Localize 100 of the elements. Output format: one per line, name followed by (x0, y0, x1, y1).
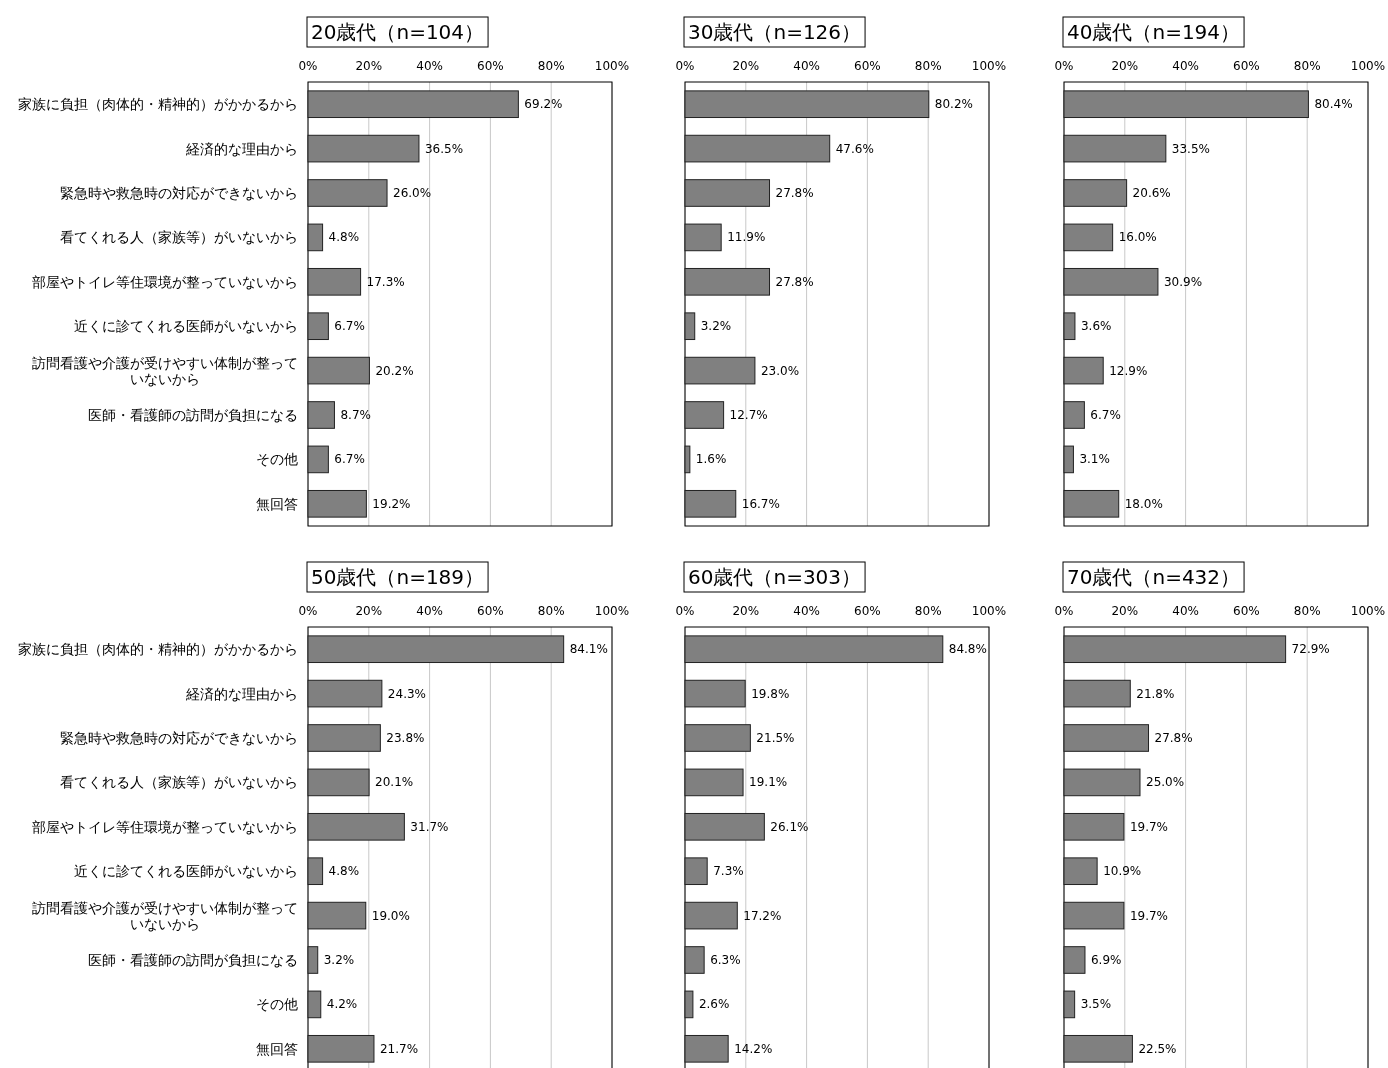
x-tick-label: 20% (1111, 59, 1139, 73)
y-tick-label: 家族に負担（肉体的・精神的）がかかるから (18, 96, 298, 113)
data-label: 21.7% (379, 1041, 419, 1056)
data-label: 69.2% (524, 97, 563, 112)
data-label: 3.6% (1080, 319, 1112, 334)
x-tick-label: 40% (1172, 604, 1199, 618)
y-tick-label: 無回答 (256, 495, 298, 512)
y-tick-label: 近くに診てくれる医師がいないから (74, 318, 298, 335)
data-label: 7.3% (713, 864, 744, 879)
data-label: 31.7% (410, 819, 449, 834)
data-label: 16.7% (741, 496, 780, 511)
x-tick-label: 0% (675, 604, 695, 618)
data-label: 4.8% (328, 230, 360, 245)
data-label: 27.8% (1154, 731, 1193, 745)
y-tick-label: 看てくれる人（家族等）がいないから (60, 229, 298, 246)
data-label: 2.6% (698, 997, 730, 1012)
data-label: 3.2% (700, 319, 732, 334)
x-tick-label: 100% (1350, 59, 1386, 73)
data-label: 3.2% (323, 953, 355, 967)
data-label: 24.3% (387, 686, 426, 701)
data-label: 20.1% (375, 775, 414, 790)
y-tick-label: その他 (256, 996, 298, 1013)
data-label: 23.0% (760, 363, 800, 378)
data-label: 17.3% (366, 274, 405, 289)
data-label: 36.5% (424, 141, 464, 156)
chart-title: 70歳代（n=432） (1067, 565, 1241, 589)
y-tick-label: その他 (256, 451, 298, 468)
chart-title: 40歳代（n=194） (1067, 20, 1241, 44)
x-tick-label: 0% (1054, 604, 1074, 618)
data-label: 20.2% (375, 363, 414, 378)
x-tick-label: 0% (675, 59, 695, 73)
data-label: 11.9% (727, 230, 766, 245)
data-label: 12.9% (1109, 363, 1148, 378)
x-tick-label: 80% (537, 59, 565, 73)
y-tick-label: 家族に負担（肉体的・精神的）がかかるから (18, 641, 298, 658)
x-tick-label: 60% (477, 59, 504, 73)
data-label: 84.8% (948, 642, 987, 657)
data-label: 18.0% (1124, 496, 1163, 511)
data-label: 26.0% (393, 186, 432, 200)
x-tick-label: 80% (1293, 59, 1321, 73)
x-tick-label: 0% (298, 604, 318, 618)
x-tick-label: 20% (732, 59, 760, 73)
data-label: 80.4% (1314, 97, 1353, 112)
x-tick-label: 20% (1111, 604, 1139, 618)
data-label: 19.0% (371, 908, 410, 923)
data-label: 19.8% (751, 686, 790, 701)
data-label: 1.6% (695, 452, 727, 467)
x-tick-label: 60% (1233, 59, 1260, 73)
x-tick-label: 80% (914, 59, 942, 73)
y-tick-label: 看てくれる人（家族等）がいないから (60, 774, 298, 791)
data-label: 3.1% (1079, 452, 1110, 467)
data-label: 26.1% (770, 819, 809, 834)
x-tick-label: 60% (1233, 604, 1260, 618)
chart-title: 60歳代（n=303） (688, 565, 862, 589)
data-label: 20.6% (1132, 186, 1171, 200)
data-label: 23.8% (386, 731, 425, 745)
x-tick-label: 20% (732, 604, 760, 618)
x-tick-label: 60% (854, 604, 881, 618)
data-label: 19.7% (1129, 819, 1169, 834)
data-label: 19.1% (749, 775, 788, 790)
x-tick-label: 80% (1293, 604, 1321, 618)
chart-title: 20歳代（n=104） (311, 20, 485, 44)
data-label: 21.8% (1136, 686, 1175, 701)
data-label: 27.8% (775, 274, 814, 289)
y-tick-label: 緊急時や救急時の対応ができないから (60, 185, 298, 201)
x-tick-label: 20% (355, 59, 383, 73)
data-label: 6.7% (334, 319, 365, 334)
y-tick-label: 医師・看護師の訪問が負担になる (88, 407, 298, 423)
x-tick-label: 80% (537, 604, 565, 618)
x-tick-label: 20% (355, 604, 383, 618)
data-label: 80.2% (934, 97, 973, 112)
data-label: 22.5% (1138, 1041, 1177, 1056)
data-label: 72.9% (1291, 642, 1330, 657)
data-label: 4.8% (328, 864, 360, 879)
data-label: 10.9% (1103, 864, 1142, 879)
y-tick-label: 近くに診てくれる医師がいないから (74, 863, 298, 880)
data-label: 17.2% (743, 908, 782, 923)
y-tick-label: 無回答 (256, 1040, 298, 1057)
chart-title: 50歳代（n=189） (311, 565, 485, 589)
y-tick-label: 緊急時や救急時の対応ができないから (60, 730, 298, 746)
data-label: 25.0% (1146, 775, 1185, 790)
data-label: 47.6% (835, 141, 874, 156)
data-label: 4.2% (326, 997, 358, 1012)
y-tick-label: 部屋やトイレ等住環境が整っていないから (32, 818, 298, 835)
data-label: 33.5% (1171, 141, 1210, 156)
data-label: 14.2% (734, 1041, 773, 1056)
data-label: 19.2% (372, 496, 411, 511)
data-label: 6.9% (1090, 953, 1122, 967)
y-tick-label: 医師・看護師の訪問が負担になる (88, 952, 298, 968)
data-label: 6.7% (1090, 408, 1121, 422)
x-tick-label: 100% (1350, 604, 1386, 618)
x-tick-label: 40% (1172, 59, 1199, 73)
y-tick-label: 部屋やトイレ等住環境が整っていないから (32, 273, 298, 290)
data-label: 19.7% (1129, 908, 1169, 923)
data-label: 6.3% (710, 953, 741, 967)
x-tick-label: 40% (793, 59, 820, 73)
y-tick-label: 訪問看護や介護が受けやすい体制が整っていないから (32, 899, 298, 932)
x-tick-label: 100% (594, 59, 630, 73)
x-tick-label: 100% (594, 604, 630, 618)
y-tick-label: 経済的な理由から (185, 140, 298, 157)
